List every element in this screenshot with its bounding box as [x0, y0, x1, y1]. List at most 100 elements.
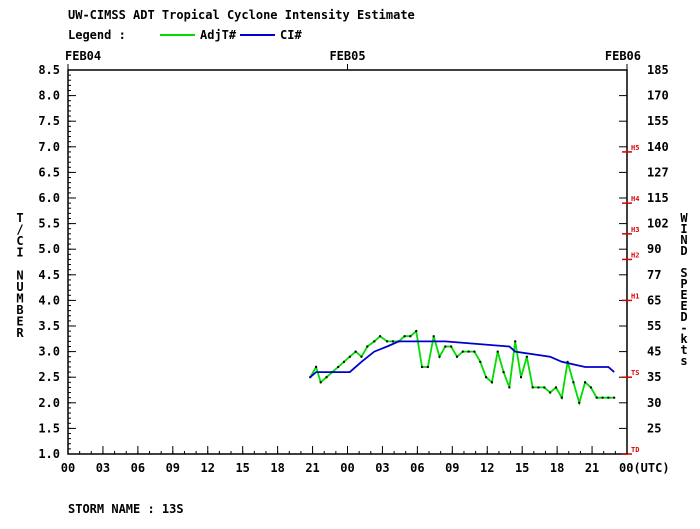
y-left-tick-label: 6.0 — [38, 191, 60, 205]
category-marker-label: H3 — [631, 226, 639, 234]
series-adjt-point — [455, 355, 458, 358]
y-axis-left: 1.0 1.5 2.0 2.5 3.0 3.5 4.0 4.5 5.0 5.5 6.0 6.5 7.0 7… — [38, 63, 76, 461]
y-axis-label-left-char: U — [16, 280, 23, 294]
y-left-tick-label: 8.0 — [38, 89, 60, 103]
y-axis-label-right-char: I — [680, 222, 687, 236]
x-tick-label: 21 — [305, 461, 319, 475]
y-left-tick-label: 7.5 — [38, 114, 60, 128]
y-axis-label-right-char: s — [680, 354, 687, 368]
y-left-tick-label: 7.0 — [38, 140, 60, 154]
x-tick-label: 06 — [410, 461, 424, 475]
series-adjt-point — [409, 335, 412, 338]
series-adjt-point — [421, 365, 424, 368]
series-adjt-point — [485, 376, 488, 379]
y-right-tick-label: 25 — [647, 421, 661, 435]
series-adjt-point — [578, 401, 581, 404]
category-marker-label: H4 — [631, 195, 639, 203]
category-marker-label: H1 — [631, 292, 639, 300]
y-axis-label-left-char: I — [16, 246, 23, 260]
y-axis-label-left-char: R — [16, 326, 24, 340]
series-adjt-point — [601, 396, 604, 399]
y-left-tick-label: 4.5 — [38, 268, 60, 282]
legend-ci-label: CI# — [280, 28, 302, 42]
series-adjt-point — [438, 355, 441, 358]
series-adjt-point — [432, 335, 435, 338]
y-axis-label-right-char: D — [680, 310, 687, 324]
series-adjt-point — [403, 335, 406, 338]
y-right-tick-label: 30 — [647, 396, 661, 410]
series-adjt-point — [607, 396, 610, 399]
series-adjt-point — [525, 355, 528, 358]
y-left-tick-label: 2.5 — [38, 370, 60, 384]
y-axis-label-left-char: T — [16, 211, 23, 225]
series-adjt-point — [415, 330, 418, 333]
series-adjt-point — [502, 371, 505, 374]
category-markers: TD TS H1 H2 H3 H4 H5 — [622, 144, 639, 455]
y-axis-label-right-char: D — [680, 244, 687, 258]
series-ci-line — [309, 340, 615, 378]
x-tick-label: 15 — [235, 461, 249, 475]
y-right-tick-label: 65 — [647, 293, 661, 307]
series-adjt-point — [354, 350, 357, 353]
y-axis-right: 25 30 35 45 55 65 77 90 102 115 127 140 155 170 185 — [619, 63, 669, 435]
y-right-tick-label: 45 — [647, 345, 661, 359]
storm-name: STORM NAME : 13S — [68, 502, 184, 516]
date-label: FEB04 — [65, 49, 101, 63]
series-adjt-point — [315, 365, 318, 368]
series-adjt-point — [379, 335, 382, 338]
category-marker-label: H5 — [631, 144, 639, 152]
series-adjt-point — [479, 360, 482, 363]
series-adjt-point — [549, 391, 552, 394]
series-adjt-point — [566, 360, 569, 363]
series-adjt-point — [348, 355, 351, 358]
y-right-tick-label: 55 — [647, 319, 661, 333]
y-right-tick-label: 102 — [647, 217, 669, 231]
plot-border — [67, 69, 628, 455]
y-axis-label-right-char: E — [680, 299, 687, 313]
x-axis: 00 03 06 09 12 15 18 21 00 03 06 09 12 15 18 21 00(UTC) — [61, 446, 670, 475]
series-adjt-point — [520, 376, 523, 379]
series-adjt-point — [560, 396, 563, 399]
y-left-tick-label: 5.0 — [38, 242, 60, 256]
series-adjt-point — [514, 340, 517, 343]
y-right-tick-label: 115 — [647, 191, 669, 205]
y-right-tick-label: 155 — [647, 114, 669, 128]
chart-title: UW-CIMSS ADT Tropical Cyclone Intensity … — [68, 8, 415, 22]
y-axis-label-right-char: P — [680, 277, 687, 291]
series-adjt-point — [373, 340, 376, 343]
x-tick-label: 09 — [445, 461, 459, 475]
y-right-tick-label: 90 — [647, 242, 661, 256]
y-left-tick-label: 8.5 — [38, 63, 60, 77]
y-left-tick-label: 1.5 — [38, 421, 60, 435]
y-axis-label-left-char: E — [16, 315, 23, 329]
series-adjt-point — [461, 350, 464, 353]
series-adjt-point — [490, 381, 493, 384]
y-right-tick-label: 35 — [647, 370, 661, 384]
y-axis-label-right-char: - — [680, 321, 687, 335]
y-axis-label-left-char: B — [16, 303, 23, 317]
series-adjt-point — [325, 376, 328, 379]
x-tick-label: 12 — [201, 461, 215, 475]
series-adjt-point — [572, 381, 575, 384]
series-adjt-point — [467, 350, 470, 353]
series-adjt-point — [444, 345, 447, 348]
legend-label: Legend : — [68, 28, 126, 42]
date-labels: FEB04 FEB05 FEB06 — [65, 49, 641, 70]
y-right-tick-label: 170 — [647, 89, 669, 103]
y-left-tick-label: 5.5 — [38, 217, 60, 231]
series-adjt-point — [391, 340, 394, 343]
series-adjt-point — [584, 381, 587, 384]
plot-frame — [67, 69, 628, 455]
series-adjt-point — [386, 340, 389, 343]
x-tick-label: 00 — [340, 461, 354, 475]
legend-adjt-label: AdjT# — [200, 28, 237, 42]
series-adjt-point — [589, 386, 592, 389]
x-tick-label: 15 — [515, 461, 529, 475]
series-adjt-point — [543, 386, 546, 389]
y-left-tick-label: 3.5 — [38, 319, 60, 333]
y-right-tick-label: 127 — [647, 165, 669, 179]
category-marker-label: TD — [631, 446, 639, 454]
